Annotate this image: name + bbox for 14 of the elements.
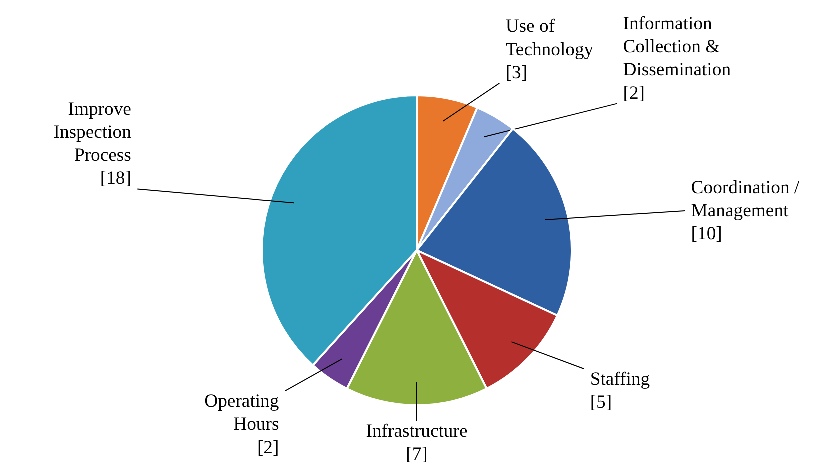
data-label: [7] [406,444,428,466]
data-label: [18] [100,168,132,190]
data-label: [3] [506,62,528,84]
slice-label: Infrastructure [366,421,468,442]
slice-label: Improve Inspection Process [54,98,132,166]
slice-label: Operating Hours [204,391,280,436]
slice-label: Coordination / Management [691,177,800,222]
slice-label: Use of Technology [506,16,594,60]
data-label: [2] [623,82,646,104]
slice-label: Staffing [590,369,650,390]
slice-label: Information Collection & Dissemination [623,14,732,81]
data-label: [2] [257,437,280,458]
data-label: [10] [691,224,722,245]
data-label: [5] [590,392,612,414]
